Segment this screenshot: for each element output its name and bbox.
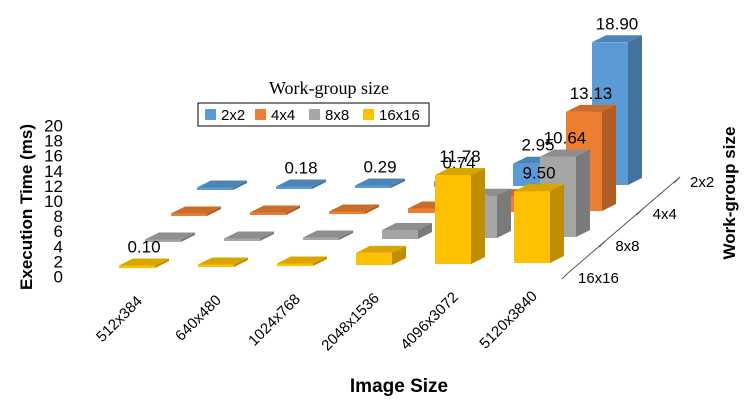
bar-2x2-640x480: [276, 179, 326, 189]
x-tick-label: 640x480: [172, 292, 225, 345]
bar-4x4-640x480: [250, 205, 300, 215]
legend-item-2x2: 2x2: [205, 107, 245, 124]
bar-16x16-1024x768: [277, 256, 327, 266]
y-tick-label: 14: [44, 162, 63, 181]
data-label: 2.95: [521, 136, 554, 155]
depth-tick: [636, 208, 644, 216]
x-tick-label: 512x384: [93, 293, 146, 346]
x-axis: 512x384 640x480 1024x768 2048x1536 4096x3072…: [93, 288, 541, 355]
data-label: 11.78: [439, 147, 480, 166]
data-label: 0.74: [442, 153, 475, 172]
y-tick-label: 4: [54, 237, 63, 256]
legend-swatch: [309, 109, 320, 120]
bars-layer: 0.18 0.29 0.74 2.95 18.90 13.13 10.64 0.10 11.78…: [119, 14, 642, 268]
x-tick-label: 4096x3072: [397, 289, 462, 354]
legend-title: Work-group size: [269, 78, 389, 98]
legend: Work-group size 2x2 4x4 8x8 16x16: [197, 78, 430, 127]
depth-tick: [673, 176, 681, 184]
bar-16x16-640x480: [198, 257, 248, 267]
legend-label: 16x16: [379, 107, 420, 124]
bar-16x16-2048x1536: [356, 245, 406, 265]
y-tick-label: 10: [44, 192, 63, 211]
depth-tick-label: 4x4: [653, 206, 677, 223]
x-tick-label: 2048x1536: [318, 290, 383, 355]
depth-tick: [598, 240, 606, 248]
bar-8x8-1024x768: [303, 230, 353, 240]
bar-2x2-1024x768: [355, 178, 405, 188]
depth-axis: 2x2 4x4 8x8 16x16: [561, 174, 714, 287]
x-tick-label: 1024x768: [245, 291, 304, 350]
y-tick-label: 12: [44, 177, 63, 196]
data-label: 10.64: [544, 129, 587, 148]
bar-4x4-1024x768: [329, 204, 379, 214]
legend-label: 4x4: [271, 107, 295, 124]
bar-8x8-640x480: [224, 231, 274, 241]
y-tick-label: 20: [44, 116, 63, 135]
bar-16x16-512x384: [119, 258, 169, 268]
legend-item-4x4: 4x4: [255, 107, 295, 124]
legend-label: 2x2: [221, 107, 245, 124]
y-tick-label: 2: [54, 252, 63, 271]
depth-tick-label: 8x8: [615, 238, 639, 255]
depth-tick-label: 16x16: [578, 270, 619, 287]
legend-swatch: [255, 109, 266, 120]
legend-item-16x16: 16x16: [363, 107, 420, 124]
y-tick-label: 18: [44, 132, 63, 151]
depth-axis-line: [567, 176, 681, 274]
data-label: 13.13: [570, 84, 613, 103]
legend-item-8x8: 8x8: [309, 107, 349, 124]
y-tick-label: 16: [44, 147, 63, 166]
data-label: 9.50: [522, 163, 555, 182]
data-label: 0.10: [127, 238, 160, 257]
data-label: 0.18: [284, 159, 317, 178]
data-label: 0.29: [363, 158, 396, 177]
bar-16x16-4096x3072: [435, 168, 485, 264]
legend-swatch: [363, 109, 374, 120]
y-tick-label: 0: [54, 267, 63, 286]
bar-16x16-5120x3840: [514, 184, 564, 263]
bar-2x2-512x384: [197, 180, 247, 190]
depth-tick: [561, 272, 569, 280]
legend-label: 8x8: [325, 107, 349, 124]
z-axis-title: Work-group size: [720, 127, 739, 260]
y-tick-label: 8: [54, 207, 63, 226]
depth-tick-label: 2x2: [690, 174, 714, 191]
x-axis-title: Image Size: [350, 376, 448, 397]
y-tick-label: 6: [54, 222, 63, 241]
bar-8x8-512x384: [145, 232, 195, 242]
bar-8x8-2048x1536: [382, 222, 432, 239]
bar-4x4-512x384: [171, 206, 221, 216]
x-tick-label: 5120x3840: [476, 288, 541, 353]
y-axis-title: Execution Time (ms): [17, 124, 36, 290]
legend-swatch: [205, 109, 216, 120]
data-label: 18.90: [596, 14, 639, 33]
